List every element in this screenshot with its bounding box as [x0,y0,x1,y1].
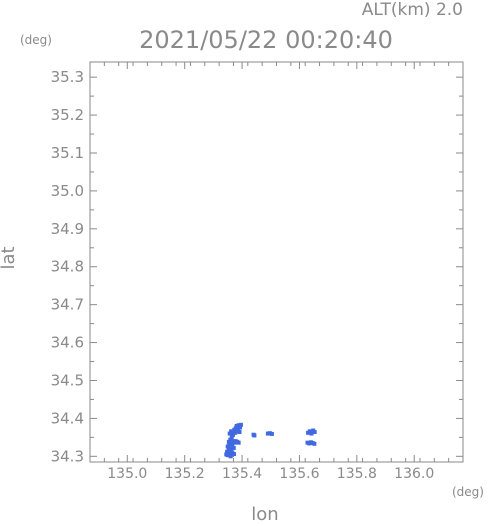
data-point [228,445,233,450]
data-point [307,429,312,434]
data-point [238,422,243,427]
y-tick-label: 34.5 [51,371,84,389]
y-tick-label: 34.3 [51,447,84,465]
plot-frame [89,61,464,463]
points-layer [224,422,317,459]
data-point [232,452,237,457]
y-axis-label: lat [0,246,19,269]
x-tick-label: 135.0 [107,466,147,482]
data-point [228,441,233,446]
y-tick-label: 34.4 [51,409,84,427]
data-point [230,452,235,457]
y-tick-label: 34.6 [51,334,84,352]
data-point [229,429,234,434]
y-tick-label: 35.1 [51,144,84,162]
y-tick-label: 35.3 [51,68,84,86]
data-point [227,451,232,456]
data-point [238,425,243,430]
data-point [267,431,272,436]
x-tick-label: 135.6 [279,466,319,482]
chart-title: 2021/05/22 00:20:40 [139,26,393,54]
data-point [233,426,238,431]
ticks-layer: 135.0 135.2 135.4 135.6 135.8 136.0 34.3 34.4 34… [51,62,463,482]
x-tick-label: 135.4 [222,466,262,482]
y-tick-label: 35.2 [51,106,84,124]
data-point [230,443,235,448]
data-point [230,433,235,438]
data-point [231,445,236,450]
data-point [233,430,238,435]
x-tick-label: 135.8 [337,466,377,482]
data-point [229,435,234,440]
y-tick-label: 34.7 [51,296,84,314]
data-point [252,433,257,438]
data-point [237,430,242,435]
data-point [226,439,231,444]
y-tick-label: 35.0 [51,182,84,200]
data-point [312,441,317,446]
data-point [269,431,274,436]
x-unit-label: (deg) [452,485,484,499]
data-point [234,423,239,428]
x-tick-label: 136.0 [394,466,434,482]
x-axis-label: lon [251,504,278,521]
data-point [229,448,234,453]
data-point [228,437,233,442]
data-point [312,430,317,435]
data-point [265,431,270,436]
y-unit-label: (deg) [20,33,52,47]
data-point [236,423,241,428]
data-point [236,440,241,445]
x-tick-label: 135.2 [165,466,205,482]
y-tick-label: 34.8 [51,258,84,276]
data-point [235,429,240,434]
data-point [236,427,241,432]
chart-subtitle: ALT(km) 2.0 [362,0,463,20]
data-point [227,431,232,436]
y-tick-label: 34.9 [51,220,84,238]
data-point [309,431,314,436]
data-point [225,449,230,454]
